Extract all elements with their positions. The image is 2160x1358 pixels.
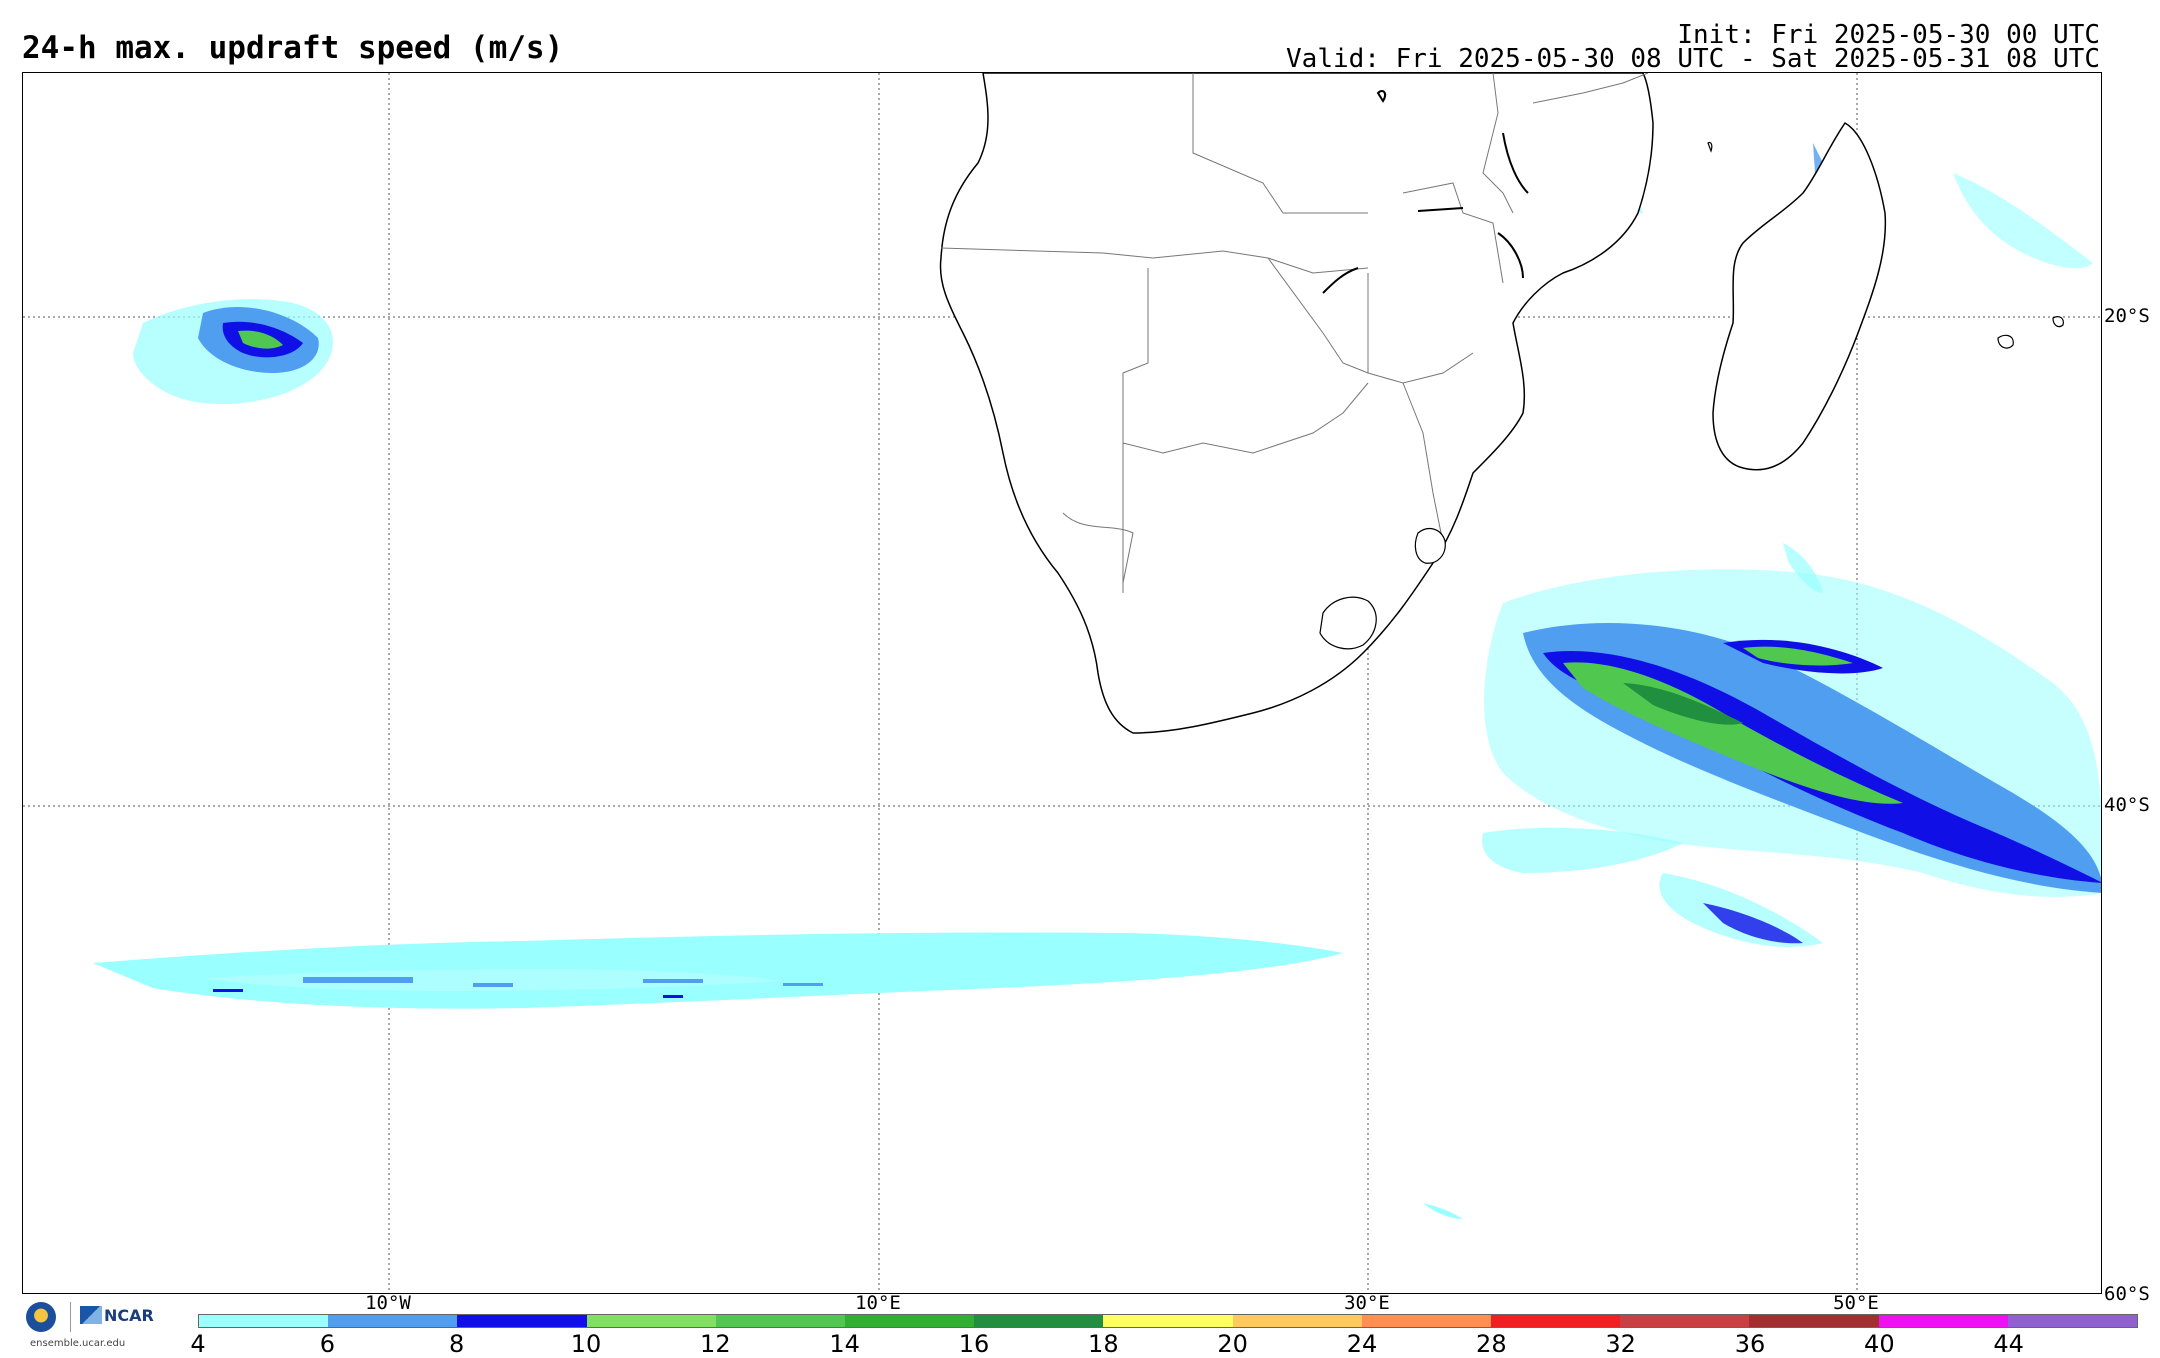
small-islands (1707, 141, 2064, 349)
colorbar-tick-label: 40 (1864, 1330, 1895, 1358)
updraft-system-southeast (1482, 569, 2101, 947)
colorbar-segment (1620, 1315, 1750, 1327)
coastline-madagascar (1712, 122, 1887, 471)
logo-divider (70, 1302, 71, 1332)
init-time: Init: Fri 2025-05-30 00 UTC (1677, 20, 2100, 50)
colorbar-segment (1491, 1315, 1621, 1327)
lake-kariba (1322, 90, 1529, 294)
colorbar-tick-label: 12 (700, 1330, 731, 1358)
lat-label-60s: 60°S (2104, 1283, 2150, 1305)
colorbar-segment (328, 1315, 458, 1327)
colorbar-segment (1749, 1315, 1879, 1327)
country-borders (940, 73, 1649, 593)
colorbar-tick-label: 4 (190, 1330, 206, 1358)
colorbar-segment (457, 1315, 587, 1327)
colorbar (198, 1314, 2138, 1328)
ensemble-url: ensemble.ucar.edu (30, 1338, 126, 1349)
colorbar-segment (199, 1315, 329, 1327)
colorbar-segment (586, 1315, 716, 1327)
colorbar-tick-label: 44 (1993, 1330, 2024, 1358)
colorbar-segment (974, 1315, 1104, 1327)
ncar-logo-mark (80, 1306, 102, 1324)
colorbar-segment (1103, 1315, 1233, 1327)
lat-label-20s: 20°S (2104, 305, 2150, 327)
colorbar-tick-label: 32 (1605, 1330, 1636, 1358)
colorbar-segment (2007, 1315, 2138, 1327)
lesotho-border (1319, 596, 1377, 650)
colorbar-segment (845, 1315, 975, 1327)
colorbar-tick-label: 16 (958, 1330, 990, 1358)
valid-time-range: Valid: Fri 2025-05-30 08 UTC - Sat 2025-… (1286, 44, 2100, 74)
colorbar-tick-label: 8 (449, 1330, 465, 1358)
colorbar-segment (1878, 1315, 2008, 1327)
ncar-logo-text: NCAR (104, 1306, 154, 1325)
coastline-africa (939, 73, 1654, 734)
lat-label-40s: 40°S (2104, 794, 2150, 816)
updraft-band-south-atlantic (93, 932, 1343, 1009)
map-title: 24-h max. updraft speed (m/s) (22, 30, 564, 66)
nsf-logo (26, 1302, 56, 1332)
colorbar-tick-label: 10 (570, 1330, 602, 1358)
colorbar-tick-label: 6 (319, 1330, 335, 1358)
colorbar-tick-label: 28 (1476, 1330, 1507, 1358)
lon-label-10e: 10°E (855, 1292, 901, 1314)
map-frame[interactable] (22, 72, 2102, 1294)
lon-label-50e: 50°E (1833, 1292, 1879, 1314)
lon-label-30e: 30°E (1344, 1292, 1390, 1314)
colorbar-segment (715, 1315, 846, 1327)
colorbar-tick-label: 36 (1734, 1330, 1766, 1358)
map-canvas[interactable] (23, 73, 2102, 1294)
colorbar-tick-label: 14 (829, 1330, 860, 1358)
colorbar-tick-label: 18 (1088, 1330, 1119, 1358)
colorbar-segment (1232, 1315, 1362, 1327)
logo-area: NCAR ensemble.ucar.edu (24, 1300, 164, 1354)
colorbar-tick-label: 20 (1217, 1330, 1248, 1358)
colorbar-segment (1361, 1315, 1492, 1327)
colorbar-tick-label: 24 (1346, 1330, 1378, 1358)
updraft-cluster-northwest (133, 299, 333, 404)
lon-label-10w: 10°W (365, 1292, 411, 1314)
eswatini-border (1414, 527, 1446, 564)
